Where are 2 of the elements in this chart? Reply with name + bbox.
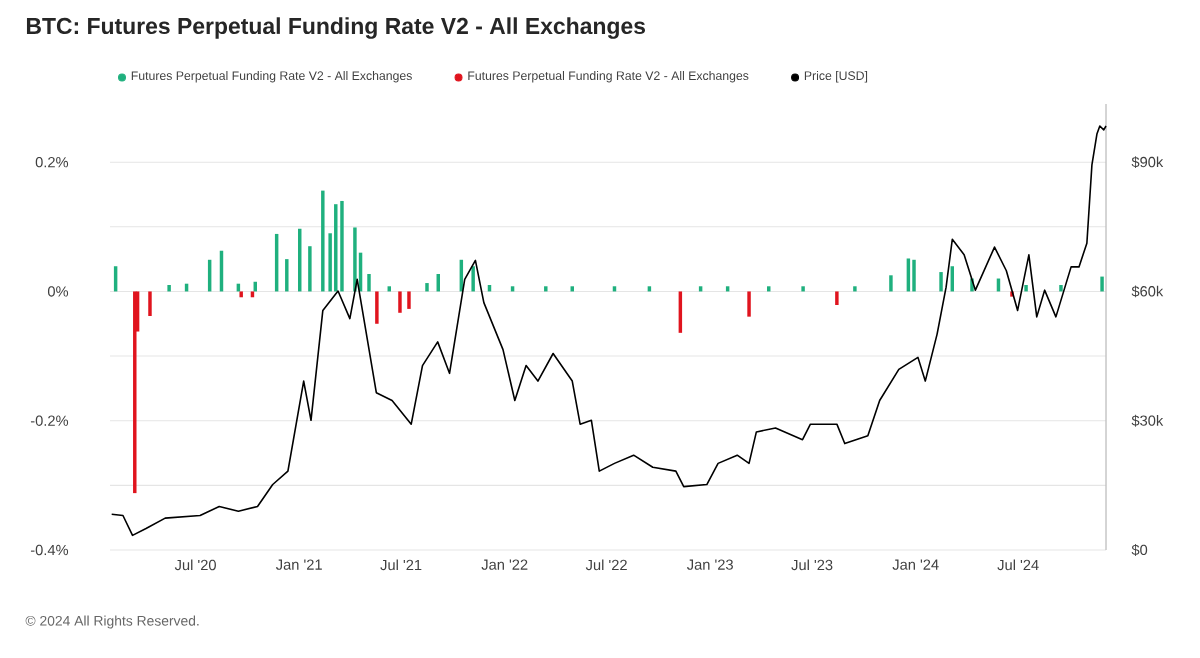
- line-series: [110, 125, 1107, 537]
- chart-title: BTC: Futures Perpetual Funding Rate V2 - All Exchanges: [26, 17, 646, 39]
